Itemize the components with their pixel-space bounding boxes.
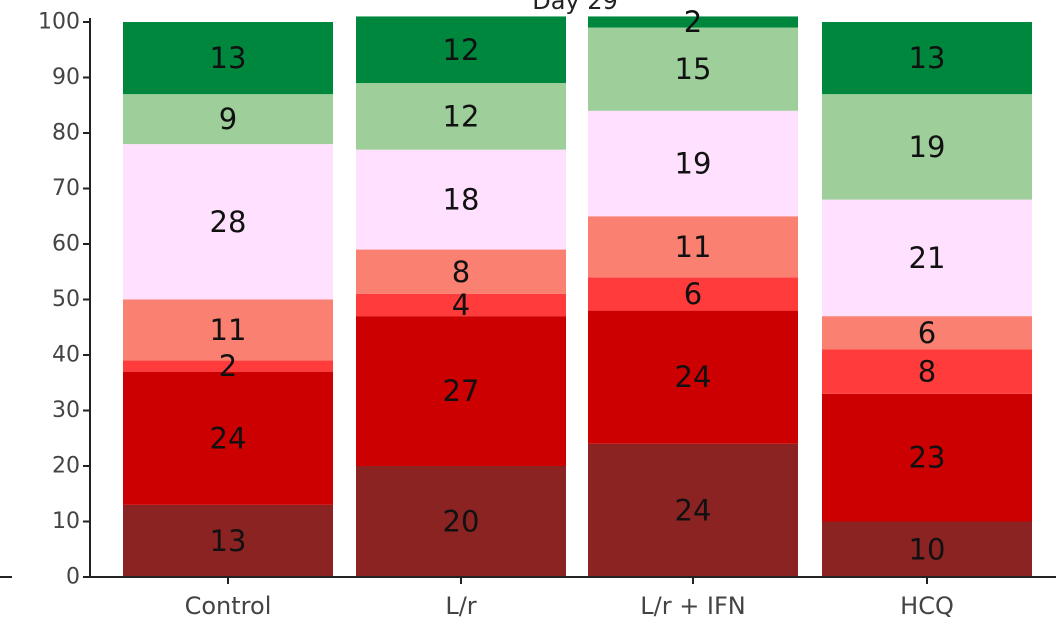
segment-label-2-0: 24: [675, 493, 712, 527]
segment-label-2-1: 24: [675, 360, 712, 394]
bar-segment-1-3: [356, 249, 566, 294]
x-axis: Control L/r L/r + IFN HCQ: [0, 576, 1056, 620]
y-tick-label: 60: [52, 232, 80, 257]
bar-segment-1-5: [356, 83, 566, 150]
y-tick-label: 100: [38, 10, 80, 35]
bar-segment-2-2: [588, 277, 798, 311]
y-tick-label: 90: [52, 65, 80, 90]
y-tick-label: 70: [52, 176, 80, 201]
x-tick-label: L/r + IFN: [640, 592, 746, 620]
segment-label-3-5: 19: [909, 130, 946, 164]
bar-segment-1-1: [356, 316, 566, 466]
x-tick-label: L/r: [445, 592, 476, 620]
segment-label-0-4: 28: [210, 205, 247, 239]
bar-segment-0-5: [123, 94, 333, 145]
bars-group: [123, 16, 1032, 577]
bar-segment-0-4: [123, 144, 333, 300]
y-tick-label: 0: [66, 565, 80, 590]
bar-segment-1-0: [356, 466, 566, 577]
bar-segment-0-2: [123, 360, 333, 372]
x-tick-label: HCQ: [900, 592, 954, 620]
segment-label-3-1: 23: [909, 441, 946, 475]
bar-segment-3-1: [822, 393, 1032, 522]
bar-segment-3-4: [822, 199, 1032, 317]
segment-label-1-3: 8: [452, 255, 470, 289]
segment-label-0-0: 13: [210, 524, 247, 558]
segment-label-2-6: 2: [684, 5, 702, 39]
segment-label-2-4: 19: [675, 147, 712, 181]
y-tick-label: 30: [52, 398, 80, 423]
bar-segment-3-0: [822, 521, 1032, 577]
segment-label-3-6: 13: [909, 41, 946, 75]
segment-label-1-2: 4: [452, 288, 470, 322]
bar-segment-0-3: [123, 299, 333, 361]
chart-title: Day 29: [532, 0, 618, 15]
bar-segment-2-1: [588, 310, 798, 444]
bar-segment-2-3: [588, 216, 798, 278]
bar-segment-1-6: [356, 16, 566, 84]
bar-segment-2-5: [588, 27, 798, 111]
segment-label-1-1: 27: [443, 374, 480, 408]
segment-label-2-2: 6: [684, 277, 702, 311]
segment-label-3-3: 6: [918, 316, 936, 350]
segment-label-0-2: 2: [219, 349, 237, 383]
y-tick-label: 20: [52, 454, 80, 479]
segment-label-1-4: 18: [443, 183, 480, 217]
bar-segment-3-3: [822, 316, 1032, 350]
y-tick-label: 50: [52, 287, 80, 312]
y-tick-label: 40: [52, 343, 80, 368]
bar-segment-0-0: [123, 504, 333, 577]
x-tick-label: Control: [185, 592, 272, 620]
bar-segment-2-6: [588, 16, 798, 28]
segment-label-3-4: 21: [909, 241, 946, 275]
segment-label-2-5: 15: [675, 52, 712, 86]
bar-segment-2-4: [588, 110, 798, 217]
y-axis: 0 10 20 30 40 50 60 70 80 90 100: [38, 10, 91, 590]
segment-label-1-0: 20: [443, 505, 480, 539]
segment-label-2-3: 11: [675, 230, 712, 264]
segment-labels-group: 1324211289132027481812122424611191521023…: [210, 5, 946, 566]
segment-label-3-2: 8: [918, 355, 936, 389]
bar-segment-0-6: [123, 22, 333, 95]
bar-segment-3-2: [822, 349, 1032, 394]
y-tick-label: 80: [52, 121, 80, 146]
segment-label-0-6: 13: [210, 41, 247, 75]
segment-label-0-5: 9: [219, 102, 237, 136]
bar-segment-3-5: [822, 94, 1032, 200]
bar-segment-3-6: [822, 22, 1032, 95]
segment-label-0-1: 24: [210, 421, 247, 455]
y-tick-label: 10: [52, 509, 80, 534]
segment-label-1-5: 12: [443, 99, 480, 133]
segment-label-3-0: 10: [909, 532, 946, 566]
segment-label-1-6: 12: [443, 33, 480, 67]
bar-segment-1-2: [356, 293, 566, 317]
bar-segment-0-1: [123, 371, 333, 505]
segment-label-0-3: 11: [210, 313, 247, 347]
bar-segment-1-4: [356, 149, 566, 250]
bar-segment-2-0: [588, 443, 798, 577]
